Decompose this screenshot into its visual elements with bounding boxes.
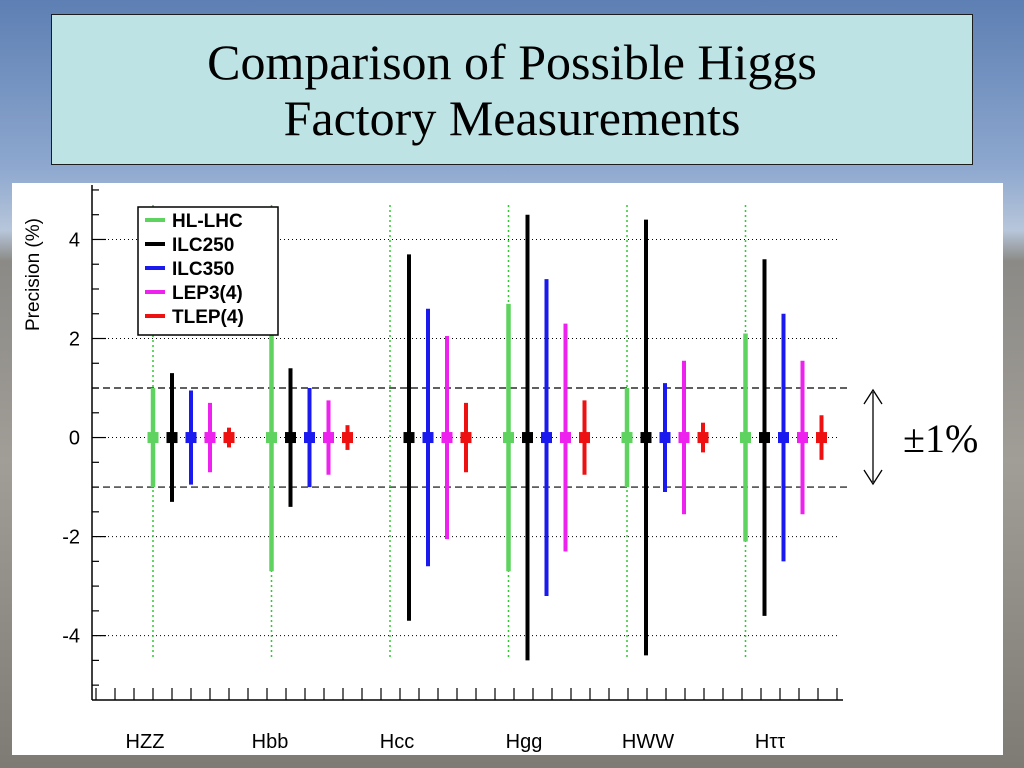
title-box: Comparison of Possible Higgs Factory Mea… (51, 14, 973, 165)
marker-LEP3(4)-Hbb (323, 432, 334, 444)
marker-TLEP(4)-Hcc (460, 432, 472, 444)
marker-ILC250-HZZ (166, 432, 178, 444)
marker-ILC350-HWW (659, 432, 671, 444)
marker-LEP3(4)-Hcc (441, 432, 453, 444)
x-tick-label-5: Hττ (755, 731, 785, 753)
y-tick-label--2: -2 (62, 527, 80, 549)
legend-label-LEP3(4): LEP3(4) (172, 283, 243, 304)
range-annotation: ±1% (903, 416, 978, 461)
y-tick-label-2: 2 (69, 329, 80, 351)
slide-title: Comparison of Possible Higgs Factory Mea… (207, 33, 817, 146)
marker-HL-LHC-HZZ (147, 432, 159, 444)
marker-ILC350-Hττ (778, 432, 789, 444)
x-tick-label-0: HZZ (126, 731, 165, 753)
marker-HL-LHC-Hττ (740, 432, 751, 444)
marker-TLEP(4)-HZZ (223, 432, 235, 444)
legend-label-HL-LHC: HL-LHC (172, 211, 243, 232)
marker-LEP3(4)-HWW (678, 432, 690, 444)
marker-HL-LHC-Hgg (503, 432, 514, 444)
marker-ILC250-Hbb (285, 432, 296, 444)
y-tick-label--4: -4 (62, 626, 80, 648)
marker-ILC250-Hcc (403, 432, 415, 444)
legend-label-ILC350: ILC350 (172, 259, 234, 280)
marker-ILC250-Hgg (522, 432, 533, 444)
y-tick-label-0: 0 (69, 428, 80, 450)
marker-ILC350-Hgg (541, 432, 552, 444)
marker-ILC250-HWW (640, 432, 652, 444)
marker-LEP3(4)-Hgg (560, 432, 571, 444)
x-tick-label-1: Hbb (252, 731, 289, 753)
marker-LEP3(4)-Hττ (797, 432, 808, 444)
marker-ILC350-Hbb (304, 432, 315, 444)
x-tick-label-3: Hgg (506, 731, 543, 753)
marker-LEP3(4)-HZZ (204, 432, 216, 444)
marker-HL-LHC-Hbb (266, 432, 277, 444)
marker-TLEP(4)-Hgg (579, 432, 590, 444)
legend-box (137, 206, 279, 336)
marker-ILC350-HZZ (185, 432, 197, 444)
x-tick-label-2: Hcc (380, 731, 414, 753)
marker-ILC250-Hττ (759, 432, 770, 444)
y-axis-label: Precision (%) (23, 218, 44, 331)
range-arrow-up (863, 388, 883, 405)
marker-TLEP(4)-Hbb (342, 432, 353, 444)
marker-TLEP(4)-HWW (697, 432, 709, 444)
legend-label-ILC250: ILC250 (172, 235, 234, 256)
marker-ILC350-Hcc (422, 432, 434, 444)
range-arrow-down (863, 469, 883, 486)
x-tick-label-4: HWW (622, 731, 674, 753)
marker-TLEP(4)-Hττ (816, 432, 827, 444)
marker-HL-LHC-HWW (621, 432, 633, 444)
legend-label-TLEP(4): TLEP(4) (172, 307, 244, 328)
y-tick-label-4: 4 (69, 229, 80, 251)
